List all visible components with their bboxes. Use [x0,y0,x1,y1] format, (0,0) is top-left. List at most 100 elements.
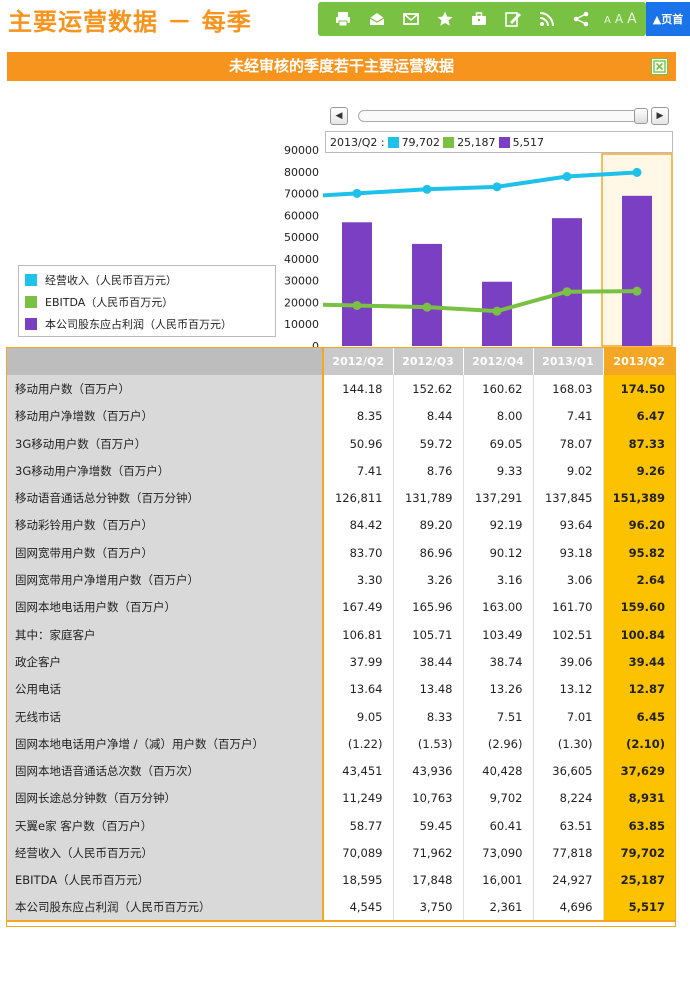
profit-swatch [498,136,510,148]
y-tick-label: 50000 [284,231,319,244]
point-ebitda[interactable] [632,286,642,296]
point-revenue[interactable] [632,167,642,177]
legend-item-revenue[interactable]: 经营收入（人民币百万元） [19,269,275,291]
table-cell: 137,291 [463,484,534,512]
table-cell: 38.74 [463,648,534,676]
table-cell: 105.71 [393,620,464,649]
table-row: 移动语音通话总分钟数（百万分钟） 126,811 131,789 137,291 137… [7,484,675,512]
y-tick-label: 10000 [284,318,319,331]
edit-icon[interactable] [496,2,530,36]
scroll-thumb[interactable] [634,108,648,124]
line-ebitda [322,289,638,314]
row-label: 移动用户净增数（百万户） [7,402,324,430]
share-icon[interactable] [564,2,598,36]
briefcase-icon[interactable] [462,2,496,36]
y-tick-label: 90000 [284,144,319,157]
font-large-button[interactable]: A [627,11,637,27]
table-header-cell[interactable]: 2012/Q2 [323,348,394,376]
table-cell: 18,595 [323,866,394,894]
table-header-cell[interactable]: 2012/Q3 [393,348,464,376]
row-label: 本公司股东应占利润（人民币百万元） [7,893,324,923]
table-header-cell[interactable]: 2012/Q4 [463,348,534,376]
table-cell: 93.18 [533,539,604,567]
point-revenue[interactable] [492,182,502,192]
table-cell: (1.22) [323,730,394,758]
table-cell: 39.06 [533,648,604,676]
row-label: 无线市话 [7,702,324,731]
table-header-cell-selected[interactable]: 2013/Q2 [603,348,675,376]
table-cell: 90.12 [463,539,534,567]
row-label: 经营收入（人民币百万元） [7,839,324,867]
table-cell: 69.05 [463,429,534,458]
table-cell: 3,750 [393,893,464,923]
row-label: 政企客户 [7,648,324,676]
close-icon[interactable] [651,58,668,75]
bar-profit [622,195,652,346]
scroll-right-icon[interactable]: ▶ [651,107,669,125]
table-row: 移动用户数（百万户） 144.18 152.62 160.62 168.03 174.50 [7,375,675,403]
table-cell: 167.49 [323,593,394,621]
point-ebitda[interactable] [352,301,362,311]
table-cell: 40,428 [463,757,534,785]
row-label: 天翼e家 客户数（百万户） [7,812,324,840]
cell-selected-quarter: 6.47 [603,402,675,430]
revenue-swatch [387,136,399,148]
table-cell: 7.01 [533,702,604,731]
star-icon[interactable] [428,2,462,36]
table-cell: 13.64 [323,675,394,703]
rss-icon[interactable] [530,2,564,36]
font-small-button[interactable]: A [604,15,611,26]
legend-swatch-revenue [25,274,37,286]
table-header-cell[interactable]: 2013/Q1 [533,348,604,376]
scroll-left-icon[interactable]: ◀ [330,107,348,125]
point-revenue[interactable] [352,188,362,198]
data-table: 2012/Q2 2012/Q3 2012/Q4 2013/Q1 2013/Q2 … [7,348,675,923]
cell-selected-quarter: 95.82 [603,539,675,567]
table-cell: 137,845 [533,484,604,512]
table-cell: 9.02 [533,457,604,485]
print-icon[interactable] [326,2,360,36]
table-cell: 93.64 [533,511,604,540]
table-cell: 3.30 [323,566,394,594]
point-ebitda[interactable] [492,306,502,316]
table-cell: 3.16 [463,566,534,594]
ebitda-swatch [443,136,455,148]
table-cell: 4,545 [323,893,394,923]
y-tick-label: 70000 [284,188,319,201]
legend-swatch-profit [25,318,37,330]
table-row: 3G移动用户数（百万户） 50.96 59.72 69.05 78.07 87.33 [7,429,675,458]
row-label: 3G移动用户净增数（百万户） [7,457,324,485]
table-cell: 58.77 [323,812,394,840]
table-cell: 106.81 [323,620,394,649]
table-row: 其中：家庭客户 106.81 105.71 103.49 102.51 100.84 [7,620,675,649]
mail-icon[interactable] [394,2,428,36]
table-cell: 17,848 [393,866,464,894]
row-label: 固网本地语音通话总次数（百万次） [7,757,324,785]
line-revenue [322,170,638,198]
cell-selected-quarter: 159.60 [603,593,675,621]
point-revenue[interactable] [422,184,432,194]
table-cell: 86.96 [393,539,464,567]
table-cell: 63.51 [533,812,604,840]
cell-selected-quarter: 12.87 [603,675,675,703]
point-ebitda[interactable] [562,287,572,297]
cell-selected-quarter: 39.44 [603,648,675,676]
legend-swatch-ebitda [25,296,37,308]
mail-open-icon[interactable] [360,2,394,36]
font-medium-button[interactable]: A [614,12,624,26]
legend-label-revenue: 经营收入（人民币百万元） [45,274,177,287]
table-header-blank [7,348,324,376]
table-row: 经营收入（人民币百万元） 70,089 71,962 73,090 77,818 79,7… [7,839,675,867]
back-to-top-button[interactable]: ▲页首 [646,2,690,36]
table-cell: 9,702 [463,784,534,813]
table-cell: (1.53) [393,730,464,758]
point-revenue[interactable] [562,172,572,182]
point-ebitda[interactable] [422,302,432,312]
cell-selected-quarter: 25,187 [603,866,675,894]
legend-item-ebitda[interactable]: EBITDA（人民币百万元） [19,291,275,313]
cell-selected-quarter: 37,629 [603,757,675,785]
legend-item-profit[interactable]: 本公司股东应占利润（人民币百万元） [19,313,275,335]
table-cell: 3.26 [393,566,464,594]
readout-label: 2013/Q2 : [330,135,385,149]
cell-selected-quarter: 2.64 [603,566,675,594]
